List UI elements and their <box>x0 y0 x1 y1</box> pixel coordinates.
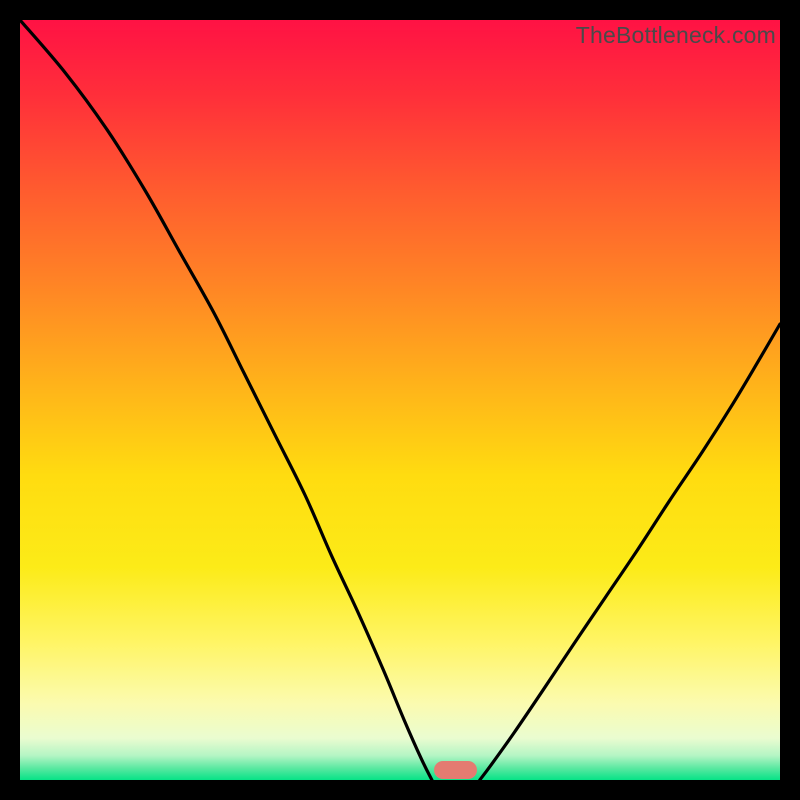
optimal-marker <box>434 761 477 779</box>
chart-frame: TheBottleneck.com <box>0 0 800 800</box>
attribution-label: TheBottleneck.com <box>576 22 776 49</box>
bottleneck-curve <box>20 20 780 780</box>
plot-area: TheBottleneck.com <box>20 20 780 780</box>
